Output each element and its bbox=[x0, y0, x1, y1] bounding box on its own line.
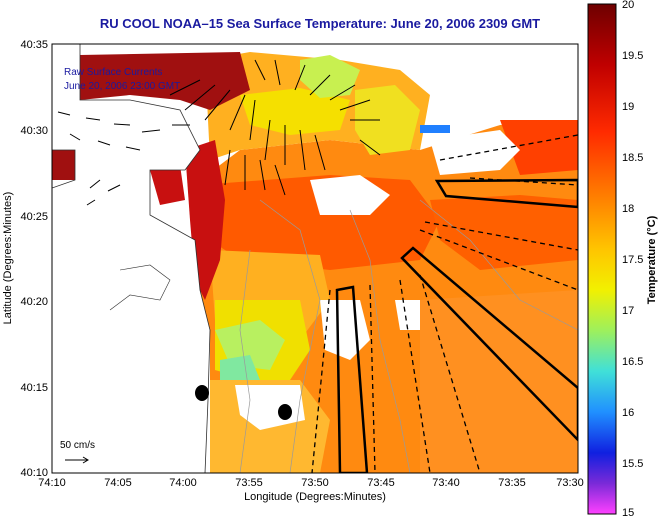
x-tick: 74:10 bbox=[38, 477, 66, 489]
x-tick: 73:40 bbox=[432, 477, 460, 489]
x-tick: 73:30 bbox=[556, 477, 584, 489]
scale-arrow bbox=[65, 456, 89, 464]
y-tick: 40:15 bbox=[20, 382, 48, 394]
y-tick: 40:20 bbox=[20, 296, 48, 308]
station-marker bbox=[195, 385, 209, 401]
y-tick: 40:25 bbox=[20, 211, 48, 223]
x-tick: 73:50 bbox=[301, 477, 329, 489]
plot-frame bbox=[51, 43, 579, 474]
sst-field bbox=[52, 44, 578, 473]
colorbar-tick: 17.5 bbox=[622, 254, 643, 266]
y-axis-label: Latitude (Degrees:Minutes) bbox=[2, 192, 14, 325]
y-tick: 40:30 bbox=[20, 125, 48, 137]
colorbar-tick: 16.5 bbox=[622, 356, 643, 368]
scale-label: 50 cm/s bbox=[60, 440, 95, 451]
colorbar-tick: 15 bbox=[622, 507, 634, 518]
x-tick: 73:35 bbox=[498, 477, 526, 489]
x-tick: 74:05 bbox=[104, 477, 132, 489]
y-tick: 40:10 bbox=[20, 467, 48, 479]
y-tick: 40:35 bbox=[20, 39, 48, 51]
x-axis: 74:10 74:05 74:00 73:55 73:50 73:45 73:4… bbox=[38, 477, 584, 503]
x-axis-label: Longitude (Degrees:Minutes) bbox=[244, 491, 386, 503]
currents-legend-line2: June 20, 2006 23:00 GMT bbox=[64, 81, 180, 92]
colorbar-label: Temperature (°C) bbox=[646, 215, 658, 304]
colorbar: 20 19.5 19 18.5 18 17.5 17 16.5 16 15.5 … bbox=[587, 0, 658, 518]
currents-legend-line1: Raw Surface Currents bbox=[64, 67, 162, 78]
colorbar-tick: 15.5 bbox=[622, 458, 643, 470]
y-axis: 40:35 40:30 40:25 40:20 40:15 40:10 Lati… bbox=[2, 39, 48, 479]
map-title: RU COOL NOAA–15 Sea Surface Temperature:… bbox=[99, 16, 541, 31]
current-vectors bbox=[57, 59, 381, 206]
colorbar-tick: 16 bbox=[622, 407, 634, 419]
x-tick: 73:55 bbox=[235, 477, 263, 489]
radial-lines bbox=[311, 134, 578, 473]
x-tick: 74:00 bbox=[169, 477, 197, 489]
colorbar-tick: 17 bbox=[622, 305, 634, 317]
colorbar-tick: 18.5 bbox=[622, 152, 643, 164]
colorbar-tick: 19 bbox=[622, 101, 634, 113]
x-tick: 73:45 bbox=[367, 477, 395, 489]
colorbar-tick: 20 bbox=[622, 0, 634, 11]
colorbar-tick: 18 bbox=[622, 203, 634, 215]
station-marker bbox=[278, 404, 292, 420]
colorbar-tick: 19.5 bbox=[622, 50, 643, 62]
radar-boxes bbox=[335, 178, 578, 473]
